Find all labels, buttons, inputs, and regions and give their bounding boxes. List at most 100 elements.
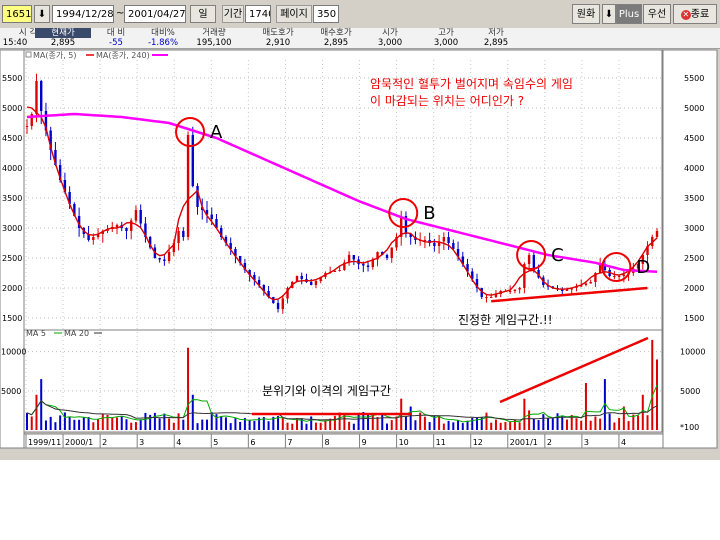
x-tick-label: 10	[399, 438, 409, 447]
end-date-input[interactable]: 2001/04/27	[124, 5, 186, 23]
volume-bar	[390, 420, 393, 430]
candle-body	[390, 247, 393, 258]
volume-bar	[537, 420, 540, 430]
candle-body	[243, 263, 247, 270]
price-y-tick-left: 2000	[2, 284, 22, 293]
quote-header-8: 고가	[438, 28, 454, 38]
candle-body	[561, 289, 564, 291]
volume-bar	[471, 417, 474, 430]
candle-body	[475, 279, 479, 288]
price-y-tick-left: 3000	[2, 224, 22, 233]
download-button[interactable]: ⬇	[602, 4, 616, 24]
volume-bar	[291, 423, 294, 430]
volume-trend-line	[499, 336, 649, 404]
candle-body	[163, 259, 166, 261]
x-tick-label: 3	[139, 438, 144, 447]
candle-body	[319, 277, 322, 281]
volume-bar	[622, 406, 625, 430]
close-button-label: 종료	[690, 9, 710, 20]
volume-bar	[286, 422, 289, 430]
legend-ma240: MA(종가, 240)	[96, 51, 150, 60]
period-unit-button[interactable]: 일	[190, 5, 216, 23]
volume-bar	[575, 418, 578, 430]
candle-body	[494, 294, 498, 297]
plus-button[interactable]: Plus	[616, 4, 642, 24]
volume-bar	[224, 417, 227, 430]
volume-bar	[130, 422, 133, 430]
volume-bar	[229, 423, 232, 430]
date-range-separator: ~	[116, 8, 125, 19]
volume-bar	[528, 410, 531, 430]
period-input[interactable]: 1740	[245, 5, 271, 23]
x-tick-label: 2	[547, 438, 552, 447]
candle-body	[96, 234, 100, 237]
annotation-circle-A	[175, 117, 206, 147]
candle-body	[456, 249, 460, 257]
candle-body	[106, 229, 109, 231]
volume-bar	[457, 419, 460, 430]
candle-body	[598, 264, 602, 273]
volume-bar	[149, 414, 152, 430]
volume-bar	[177, 413, 180, 430]
quote-header-9: 저가	[488, 28, 504, 38]
quote-header-5: 매도호가	[262, 28, 294, 38]
candle-body	[144, 223, 147, 237]
candle-body	[177, 231, 180, 243]
price-y-tick-left: 2500	[2, 254, 22, 263]
volume-bar	[433, 415, 436, 430]
volume-bar	[632, 414, 635, 430]
close-button[interactable]: ✕ 종료	[673, 4, 717, 24]
stock-code-input[interactable]: 1651	[2, 5, 32, 23]
volume-bar	[570, 415, 573, 430]
candle-body	[314, 281, 318, 285]
toolbar: 1651 ⬇ 1994/12/28 ~ 2001/04/27 일 기간 1740…	[0, 0, 720, 29]
quote-value-5: 2,895	[323, 38, 349, 48]
volume-legend-ma5: MA 5	[26, 329, 46, 338]
candle-body	[565, 289, 569, 291]
candle-body	[347, 255, 351, 263]
candle-body	[77, 216, 81, 228]
volume-bar	[371, 414, 374, 430]
candle-body	[466, 264, 469, 272]
volume-bar	[97, 419, 100, 430]
candle-body	[25, 126, 29, 127]
candle-body	[295, 276, 299, 282]
candle-body	[186, 135, 190, 237]
volume-bar	[40, 379, 43, 430]
hts-chart-window: 1651 ⬇ 1994/12/28 ~ 2001/04/27 일 기간 1740…	[0, 0, 720, 460]
volume-bar	[651, 339, 654, 430]
volume-bar	[262, 417, 265, 430]
x-tick-label: 7	[287, 438, 292, 447]
page-input[interactable]: 350	[313, 5, 339, 23]
volume-bar	[111, 417, 114, 430]
quote-header-6: 매수호가	[320, 28, 352, 38]
candle-body	[63, 180, 67, 192]
volume-bar	[258, 417, 261, 430]
priority-button[interactable]: 우선	[643, 4, 671, 24]
candle-body	[333, 271, 337, 272]
volume-bar	[116, 417, 118, 430]
code-dropdown-button[interactable]: ⬇	[34, 5, 50, 23]
volume-bar	[78, 419, 81, 430]
candle-body	[172, 243, 176, 252]
candle-body	[35, 81, 38, 114]
volume-bar	[272, 416, 275, 430]
volume-bar	[547, 418, 550, 430]
won-button[interactable]: 원화	[572, 4, 600, 24]
candle-body	[158, 258, 161, 260]
volume-bar	[243, 418, 246, 430]
ma240-line	[26, 112, 658, 274]
x-tick-label: 2	[102, 438, 107, 447]
volume-bar	[125, 419, 128, 430]
candle-body	[276, 303, 280, 309]
price-y-tick-left: 5500	[2, 74, 22, 83]
candle-body	[362, 264, 365, 266]
volume-legend-ma20: MA 20	[64, 329, 89, 338]
candle-body	[87, 234, 90, 240]
volume-bar	[172, 422, 175, 430]
volume-bar	[92, 422, 95, 430]
x-tick-label: 9	[362, 438, 367, 447]
volume-bar	[253, 420, 256, 430]
volume-bar	[44, 420, 47, 430]
start-date-input[interactable]: 1994/12/28	[52, 5, 114, 23]
